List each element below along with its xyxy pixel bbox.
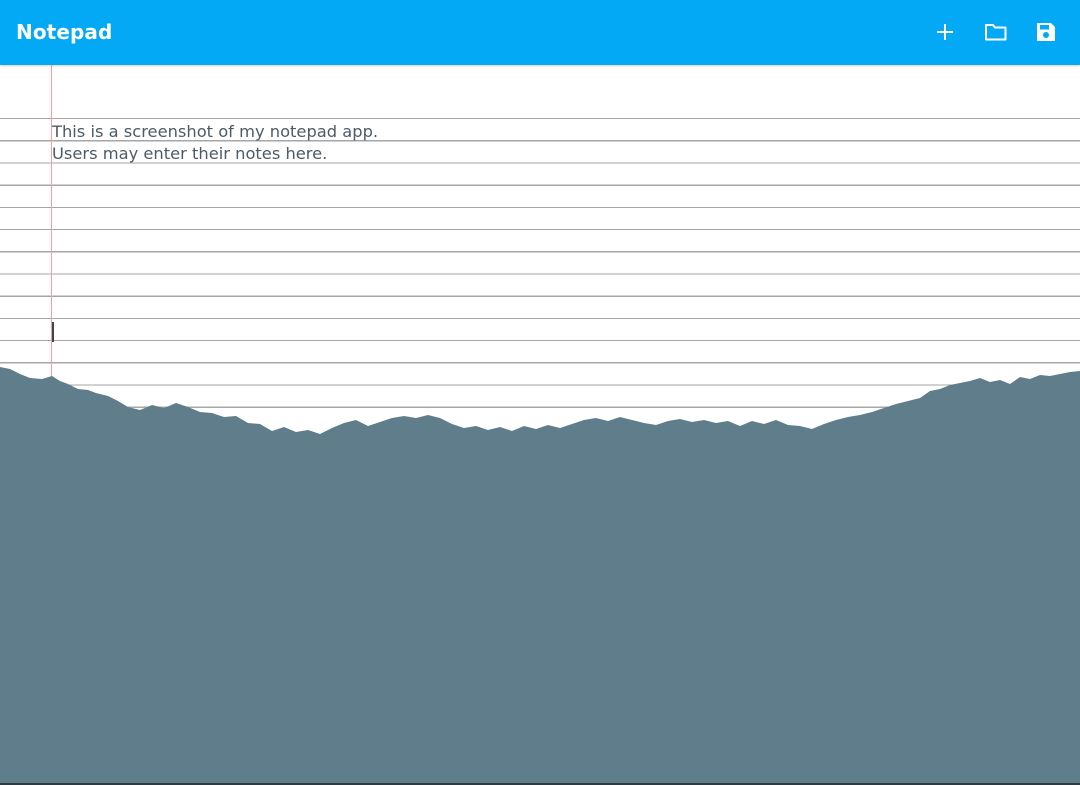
folder-icon	[985, 24, 1007, 41]
app-title: Notepad	[16, 20, 113, 44]
open-note-button[interactable]	[978, 14, 1014, 50]
save-note-button[interactable]	[1028, 14, 1064, 50]
note-text-area[interactable]: This is a screenshot of my notepad app. …	[52, 121, 378, 165]
new-note-button[interactable]	[927, 14, 963, 50]
margin-line	[51, 65, 52, 385]
screen-bottom-edge	[0, 783, 1080, 785]
app-bar: Notepad	[0, 0, 1080, 65]
note-line-2: Users may enter their notes here.	[52, 144, 328, 164]
plus-icon	[937, 24, 953, 40]
mountain-silhouette	[0, 367, 1080, 785]
note-line-1: This is a screenshot of my notepad app.	[52, 122, 379, 141]
save-icon	[1037, 23, 1055, 41]
text-caret	[52, 322, 54, 342]
